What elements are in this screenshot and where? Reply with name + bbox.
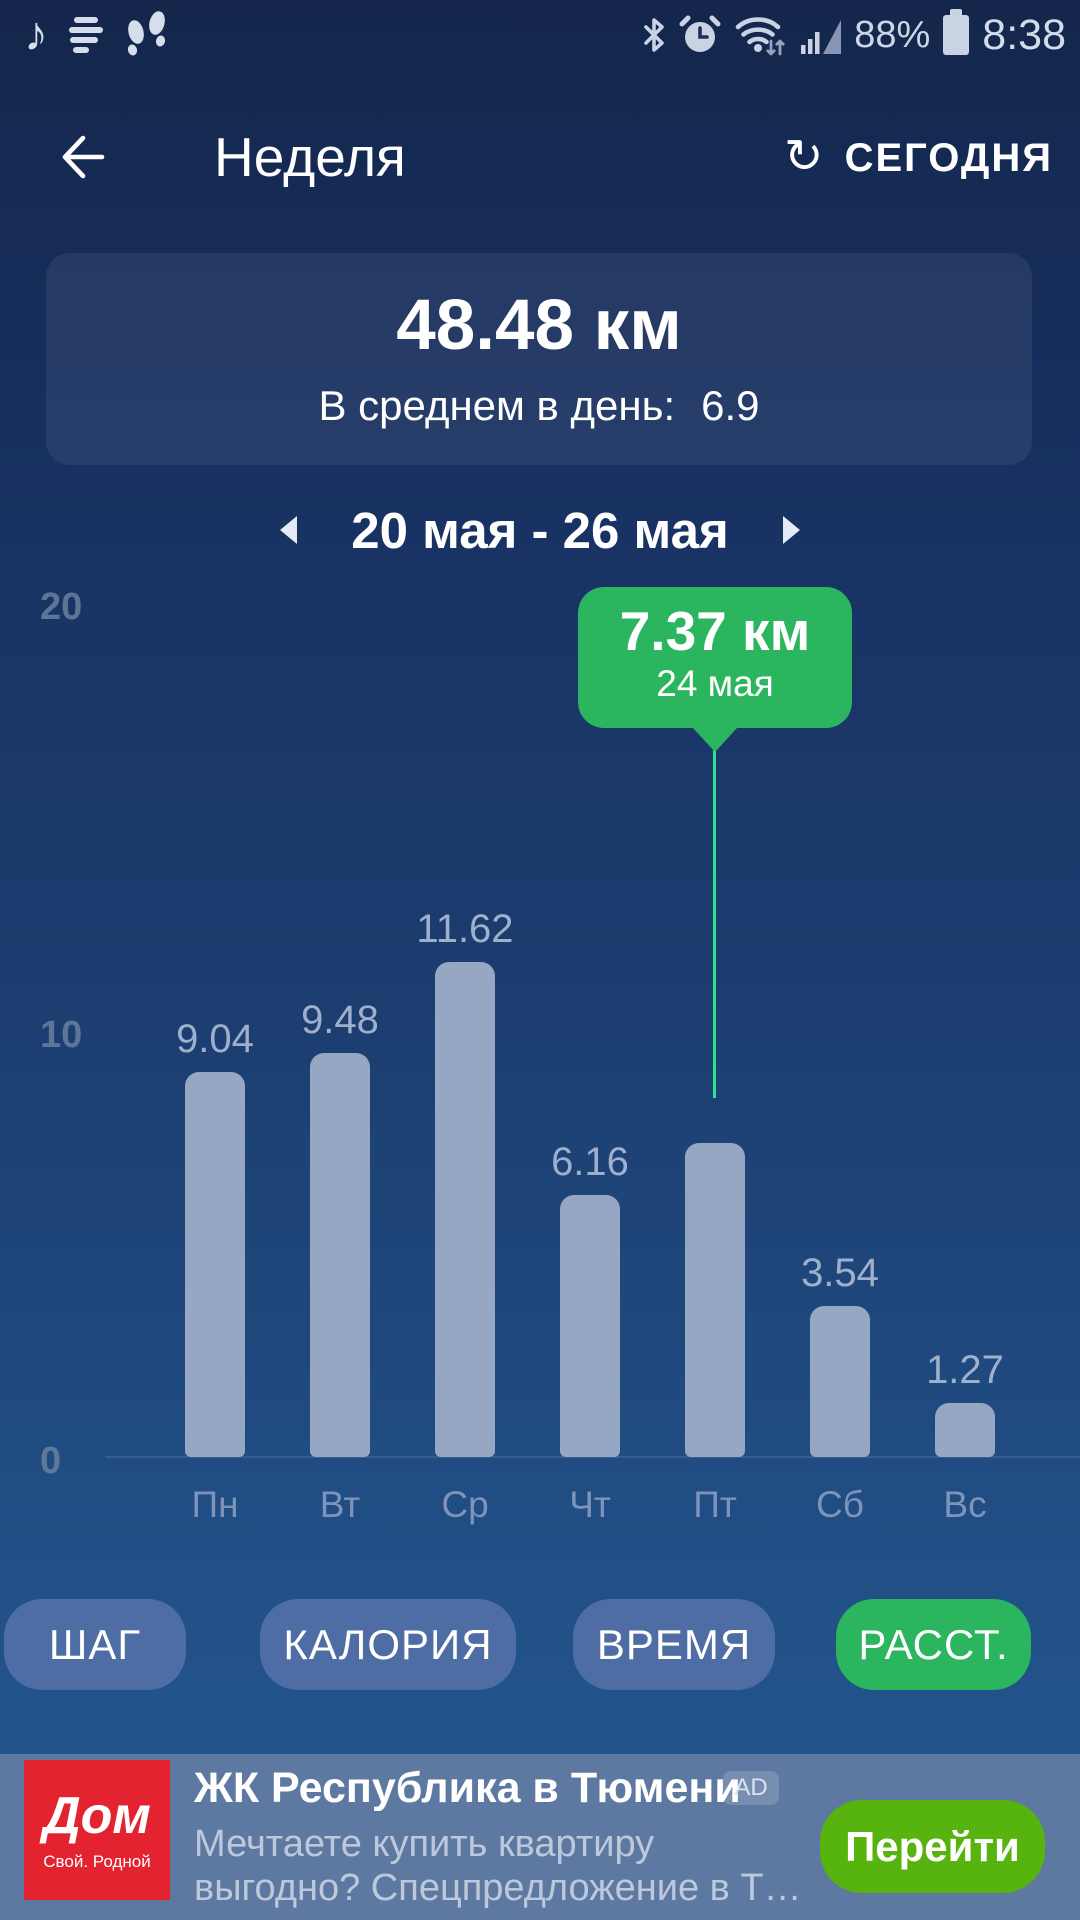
page-title: Неделя: [214, 126, 406, 188]
ad-description-line2: выгодно? Спецпредложение в Т…: [194, 1867, 802, 1909]
signal-icon: [801, 20, 842, 54]
tooltip-date: 24 мая: [656, 663, 774, 704]
y-axis-tick: 0: [40, 1440, 62, 1482]
day-label-Пн: Пн: [191, 1484, 239, 1525]
ad-go-button[interactable]: Перейти: [820, 1800, 1045, 1893]
day-label-Ср: Ср: [441, 1484, 489, 1525]
daily-average-value: 6.9: [701, 382, 760, 429]
total-distance: 48.48 км: [396, 286, 682, 365]
clock-text: 8:38: [982, 10, 1066, 59]
alarm-clock-icon: [679, 15, 721, 52]
tab-calories[interactable]: КАЛОРИЯ: [260, 1599, 516, 1690]
footprints-icon: [127, 11, 166, 56]
ad-description-line1: Мечтаете купить квартиру: [194, 1823, 655, 1865]
bar-value-label: 6.16: [551, 1140, 629, 1184]
bar-Сб[interactable]: [810, 1306, 870, 1457]
ad-logo-title: Дом: [43, 1787, 151, 1845]
date-navigation: 20 мая - 26 мая: [0, 498, 1080, 562]
bluetooth-icon: [644, 18, 665, 52]
tooltip-value: 7.37 км: [619, 600, 811, 662]
ad-logo: Дом Свой. Родной: [24, 1760, 170, 1900]
next-week-arrow[interactable]: [782, 516, 800, 544]
bar-Пн[interactable]: [185, 1072, 245, 1457]
bar-Вс[interactable]: [935, 1403, 995, 1457]
ad-logo-subtitle: Свой. Родной: [43, 1852, 151, 1871]
battery-percent: 88%: [854, 13, 931, 56]
wifi-icon: [735, 17, 785, 56]
back-button[interactable]: [50, 128, 108, 186]
bar-value-label: 9.48: [301, 998, 379, 1042]
summary-card: 48.48 км В среднем в день: 6.9: [46, 253, 1032, 465]
selected-bar-tooltip: 7.37 км 24 мая: [578, 587, 852, 752]
daily-average: В среднем в день: 6.9: [318, 383, 759, 429]
status-bar-right: 88% 8:38: [642, 0, 1066, 70]
tab-steps[interactable]: ШАГ: [4, 1599, 186, 1690]
layers-icon: [66, 17, 106, 53]
bar-Пт[interactable]: [685, 1143, 745, 1457]
chart-baseline: [105, 1456, 1080, 1458]
bar-value-label: 3.54: [801, 1251, 879, 1295]
today-button[interactable]: СЕГОДНЯ: [844, 136, 1053, 180]
selection-line: [713, 750, 716, 1098]
day-label-Чт: Чт: [569, 1484, 611, 1525]
date-range: 20 мая - 26 мая: [351, 501, 729, 559]
previous-week-arrow[interactable]: [280, 516, 298, 544]
bar-Ср[interactable]: [435, 962, 495, 1457]
bar-Вт[interactable]: [310, 1053, 370, 1457]
music-note-icon: ♪: [24, 8, 48, 61]
bar-value-label: 11.62: [416, 907, 514, 951]
day-label-Вт: Вт: [319, 1484, 361, 1525]
y-axis-tick: 10: [40, 1014, 83, 1056]
day-label-Вс: Вс: [943, 1484, 987, 1525]
day-label-Пт: Пт: [693, 1484, 737, 1525]
refresh-icon[interactable]: ↻: [784, 129, 824, 182]
battery-icon: [943, 9, 970, 55]
ad-title: ЖК Республика в Тюмени: [194, 1764, 741, 1812]
tab-distance[interactable]: РАССТ.: [836, 1599, 1031, 1690]
status-bar-left: ♪: [24, 0, 170, 70]
y-axis-tick: 20: [40, 586, 83, 628]
day-label-Сб: Сб: [816, 1484, 864, 1525]
ad-banner[interactable]: Дом Свой. Родной ЖК Республика в Тюмени …: [0, 1754, 1080, 1920]
bar-value-label: 9.04: [176, 1017, 254, 1061]
bar-value-label: 1.27: [926, 1348, 1004, 1392]
daily-average-label: В среднем в день:: [318, 382, 676, 429]
tab-time[interactable]: ВРЕМЯ: [573, 1599, 775, 1690]
ad-badge: AD: [723, 1771, 779, 1805]
bar-Чт[interactable]: [560, 1195, 620, 1457]
